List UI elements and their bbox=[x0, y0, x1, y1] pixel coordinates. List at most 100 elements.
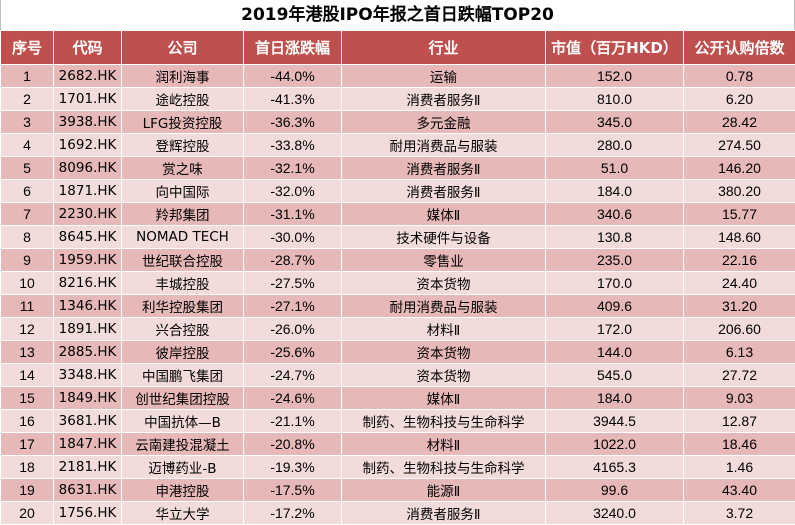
cell-subscription: 1.46 bbox=[684, 456, 795, 479]
cell-industry: 技术硬件与设备 bbox=[342, 226, 546, 249]
cell-change: -36.3% bbox=[244, 111, 342, 134]
cell-change: -41.3% bbox=[244, 88, 342, 111]
cell-subscription: 27.72 bbox=[684, 364, 795, 387]
cell-code: 1891.HK bbox=[54, 318, 122, 341]
header-first-day-change: 首日涨跌幅 bbox=[244, 31, 342, 65]
cell-industry: 多元金融 bbox=[342, 111, 546, 134]
cell-industry: 媒体Ⅱ bbox=[342, 203, 546, 226]
cell-company: 利华控股集团 bbox=[122, 295, 244, 318]
cell-company: 羚邦集团 bbox=[122, 203, 244, 226]
cell-change: -17.5% bbox=[244, 479, 342, 502]
cell-market-cap: 144.0 bbox=[546, 341, 684, 364]
cell-subscription: 9.03 bbox=[684, 387, 795, 410]
table-title: 2019年港股IPO年报之首日跌幅TOP20 bbox=[0, 0, 795, 30]
cell-industry: 能源Ⅱ bbox=[342, 479, 546, 502]
cell-industry: 运输 bbox=[342, 65, 546, 88]
cell-change: -25.6% bbox=[244, 341, 342, 364]
cell-subscription: 380.20 bbox=[684, 180, 795, 203]
cell-change: -32.0% bbox=[244, 180, 342, 203]
cell-subscription: 0.78 bbox=[684, 65, 795, 88]
cell-market-cap: 3240.0 bbox=[546, 502, 684, 525]
cell-rank: 2 bbox=[1, 88, 54, 111]
cell-company: 登辉控股 bbox=[122, 134, 244, 157]
cell-subscription: 6.20 bbox=[684, 88, 795, 111]
cell-rank: 8 bbox=[1, 226, 54, 249]
cell-industry: 耐用消费品与服装 bbox=[342, 295, 546, 318]
cell-company: 润利海事 bbox=[122, 65, 244, 88]
cell-market-cap: 172.0 bbox=[546, 318, 684, 341]
cell-company: 向中国际 bbox=[122, 180, 244, 203]
cell-market-cap: 170.0 bbox=[546, 272, 684, 295]
cell-market-cap: 130.8 bbox=[546, 226, 684, 249]
cell-market-cap: 184.0 bbox=[546, 180, 684, 203]
cell-subscription: 31.20 bbox=[684, 295, 795, 318]
cell-change: -31.1% bbox=[244, 203, 342, 226]
cell-rank: 15 bbox=[1, 387, 54, 410]
cell-change: -27.5% bbox=[244, 272, 342, 295]
cell-industry: 零售业 bbox=[342, 249, 546, 272]
cell-code: 1849.HK bbox=[54, 387, 122, 410]
cell-code: 1847.HK bbox=[54, 433, 122, 456]
cell-rank: 3 bbox=[1, 111, 54, 134]
cell-subscription: 148.60 bbox=[684, 226, 795, 249]
cell-industry: 消费者服务Ⅱ bbox=[342, 88, 546, 111]
cell-rank: 17 bbox=[1, 433, 54, 456]
header-company: 公司 bbox=[122, 31, 244, 65]
cell-company: 创世纪集团控股 bbox=[122, 387, 244, 410]
cell-market-cap: 340.6 bbox=[546, 203, 684, 226]
header-industry: 行业 bbox=[342, 31, 546, 65]
cell-market-cap: 345.0 bbox=[546, 111, 684, 134]
cell-rank: 4 bbox=[1, 134, 54, 157]
cell-rank: 9 bbox=[1, 249, 54, 272]
header-market-cap: 市值（百万HKD） bbox=[546, 31, 684, 65]
cell-industry: 制药、生物科技与生命科学 bbox=[342, 456, 546, 479]
cell-change: -27.1% bbox=[244, 295, 342, 318]
cell-market-cap: 99.6 bbox=[546, 479, 684, 502]
cell-change: -19.3% bbox=[244, 456, 342, 479]
cell-company: 华立大学 bbox=[122, 502, 244, 525]
cell-rank: 10 bbox=[1, 272, 54, 295]
header-rank: 序号 bbox=[1, 31, 54, 65]
cell-company: 中国鹏飞集团 bbox=[122, 364, 244, 387]
cell-company: 彼岸控股 bbox=[122, 341, 244, 364]
cell-change: -17.2% bbox=[244, 502, 342, 525]
cell-change: -26.0% bbox=[244, 318, 342, 341]
cell-company: 兴合控股 bbox=[122, 318, 244, 341]
cell-change: -44.0% bbox=[244, 65, 342, 88]
cell-code: 1871.HK bbox=[54, 180, 122, 203]
cell-market-cap: 4165.3 bbox=[546, 456, 684, 479]
cell-change: -32.1% bbox=[244, 157, 342, 180]
cell-company: 途屹控股 bbox=[122, 88, 244, 111]
cell-company: 丰城控股 bbox=[122, 272, 244, 295]
cell-company: LFG投资控股 bbox=[122, 111, 244, 134]
cell-code: 3348.HK bbox=[54, 364, 122, 387]
cell-rank: 20 bbox=[1, 502, 54, 525]
cell-code: 8216.HK bbox=[54, 272, 122, 295]
cell-market-cap: 280.0 bbox=[546, 134, 684, 157]
cell-code: 8096.HK bbox=[54, 157, 122, 180]
cell-market-cap: 51.0 bbox=[546, 157, 684, 180]
cell-market-cap: 235.0 bbox=[546, 249, 684, 272]
cell-rank: 1 bbox=[1, 65, 54, 88]
cell-change: -21.1% bbox=[244, 410, 342, 433]
cell-change: -24.7% bbox=[244, 364, 342, 387]
cell-subscription: 28.42 bbox=[684, 111, 795, 134]
cell-industry: 资本货物 bbox=[342, 272, 546, 295]
cell-code: 8645.HK bbox=[54, 226, 122, 249]
cell-market-cap: 184.0 bbox=[546, 387, 684, 410]
cell-code: 1692.HK bbox=[54, 134, 122, 157]
